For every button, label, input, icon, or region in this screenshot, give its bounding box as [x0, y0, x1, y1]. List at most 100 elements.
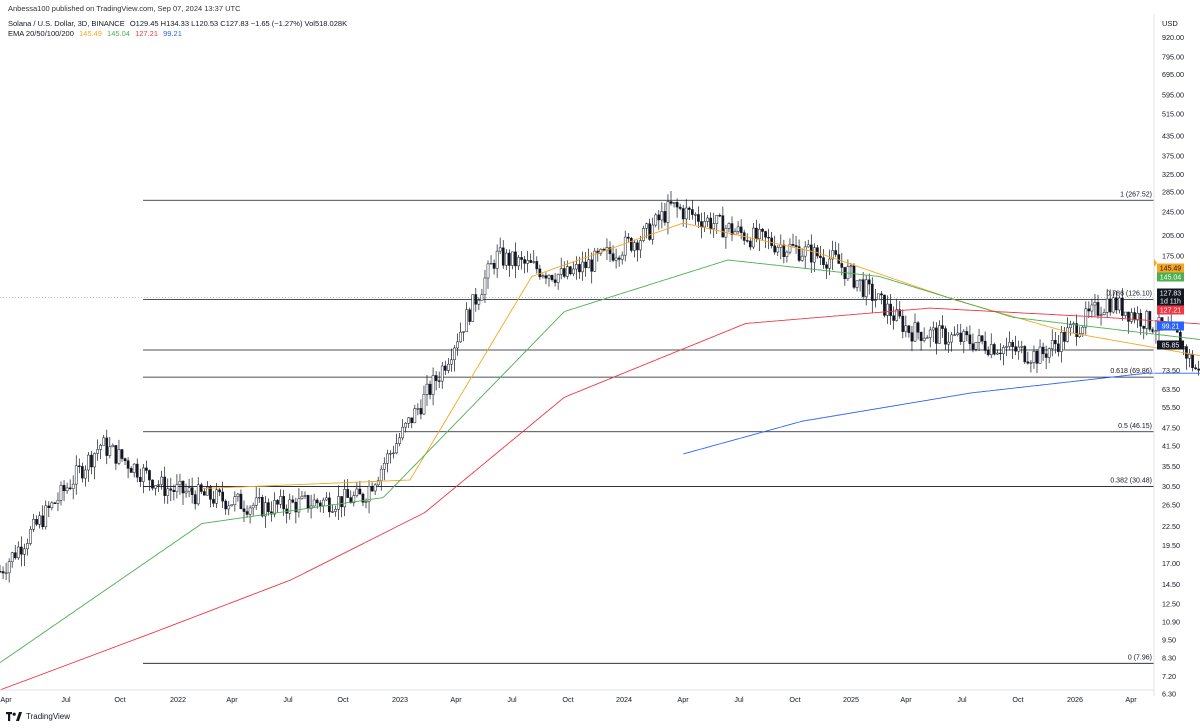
candle-body: [636, 242, 639, 251]
price-tick-label: 10.90: [1162, 617, 1180, 626]
candle-body: [526, 260, 529, 264]
candle-body: [785, 251, 789, 257]
candle-body: [867, 279, 871, 285]
candle-body: [1136, 312, 1140, 321]
candle-body: [831, 250, 834, 260]
candle-body: [74, 465, 78, 485]
candle-body: [602, 249, 606, 251]
candle-body: [880, 293, 883, 296]
candle-body: [721, 215, 725, 238]
time-tick-label: Jul: [507, 695, 517, 704]
candle-body: [1026, 361, 1030, 364]
candle-body: [538, 268, 542, 278]
candle-body: [535, 261, 539, 270]
candle-body: [206, 486, 209, 496]
candle-body: [849, 265, 853, 267]
candle-body: [1032, 351, 1036, 363]
price-tick-label: 6.30: [1162, 690, 1176, 699]
time-axis[interactable]: Apr Jul Oct 2022 Apr Jul Oct 2023 Apr Jul Oct 2024 A…: [0, 695, 1137, 704]
candle-body: [20, 546, 23, 555]
candle-body: [437, 380, 441, 382]
candle-body: [111, 445, 115, 448]
candle-body: [401, 426, 404, 439]
candle-body: [90, 454, 93, 468]
ohlc-values: O129.45 H134.33 L120.53 C127.83 −1.65 (−…: [129, 19, 348, 28]
candle-body: [541, 275, 545, 278]
candle-body: [163, 476, 167, 496]
candle-body: [190, 487, 194, 495]
candle-body: [858, 279, 862, 281]
candle-body: [556, 274, 560, 283]
candle-body: [892, 315, 895, 321]
ema-label[interactable]: EMA 20/50/100/200: [8, 29, 74, 38]
tradingview-logo-icon: [6, 712, 22, 721]
candle-body: [1050, 340, 1054, 349]
candle-body: [806, 244, 810, 248]
candle-body: [956, 332, 960, 335]
candle-body: [87, 454, 90, 471]
price-badge-label: 145.49: [1160, 266, 1182, 273]
candle-body: [773, 245, 777, 253]
candle-body: [938, 325, 941, 344]
candle-body: [840, 263, 844, 268]
candle-body: [718, 215, 722, 217]
candle-body: [590, 259, 594, 272]
candle-body: [514, 251, 517, 267]
candle-body: [947, 341, 950, 345]
candle-body: [745, 240, 749, 242]
price-axis[interactable]: 920.00 795.00 695.00 595.00 515.00 435.00 375.…: [1162, 33, 1184, 699]
symbol-name[interactable]: Solana / U.S. Dollar, 3D, BINANCE: [8, 19, 125, 28]
candle-body: [687, 207, 691, 210]
candle-body: [196, 484, 200, 505]
time-tick-label: 2023: [392, 695, 408, 704]
candle-body: [727, 223, 731, 229]
time-tick-label: Apr: [226, 695, 238, 704]
ema20-marker: [1154, 259, 1157, 267]
candle-body: [919, 331, 923, 341]
candle-body: [511, 251, 514, 266]
fib-label: 1 (267.52): [1120, 191, 1152, 198]
candle-body: [532, 261, 536, 263]
ema-lines: [0, 222, 1200, 691]
candle-body: [654, 214, 658, 226]
candle-body: [794, 245, 798, 247]
candle-body: [569, 266, 572, 275]
candle-body: [47, 505, 51, 508]
price-tick-label: 7.20: [1162, 672, 1176, 681]
candle-body: [334, 509, 337, 512]
candle-body: [764, 231, 767, 238]
candle-body: [1114, 297, 1118, 311]
tradingview-brand[interactable]: TradingView: [26, 712, 71, 721]
candle-body: [877, 293, 880, 300]
candle-body: [245, 511, 249, 515]
candle-body: [980, 335, 984, 342]
price-badge-label: 145.04: [1160, 275, 1182, 282]
candle-body: [803, 246, 807, 257]
candle-body: [273, 500, 276, 515]
candle-body: [215, 489, 218, 504]
candle-body: [910, 332, 914, 342]
candle-body: [819, 255, 822, 258]
currency-label[interactable]: USD: [1162, 19, 1178, 28]
candle-body: [578, 264, 581, 273]
candle-body: [660, 211, 664, 221]
candle-body: [386, 453, 389, 464]
price-tick-label: 55.50: [1162, 403, 1180, 412]
candle-body: [965, 331, 969, 336]
candle-body: [1017, 346, 1021, 352]
candle-body: [672, 202, 676, 204]
candle-body: [175, 484, 179, 492]
candle-body: [425, 383, 429, 395]
time-tick-label: 2022: [170, 695, 186, 704]
time-tick-label: 2025: [843, 695, 859, 704]
candle-body: [617, 257, 621, 260]
candle-body: [913, 322, 917, 342]
time-tick-label: 2024: [616, 695, 632, 704]
candle-body: [218, 489, 221, 493]
candle-body: [681, 208, 685, 220]
candle-body: [1108, 298, 1112, 313]
candle-body: [294, 501, 298, 513]
candle-body: [367, 486, 371, 502]
candle-body: [1038, 346, 1042, 364]
